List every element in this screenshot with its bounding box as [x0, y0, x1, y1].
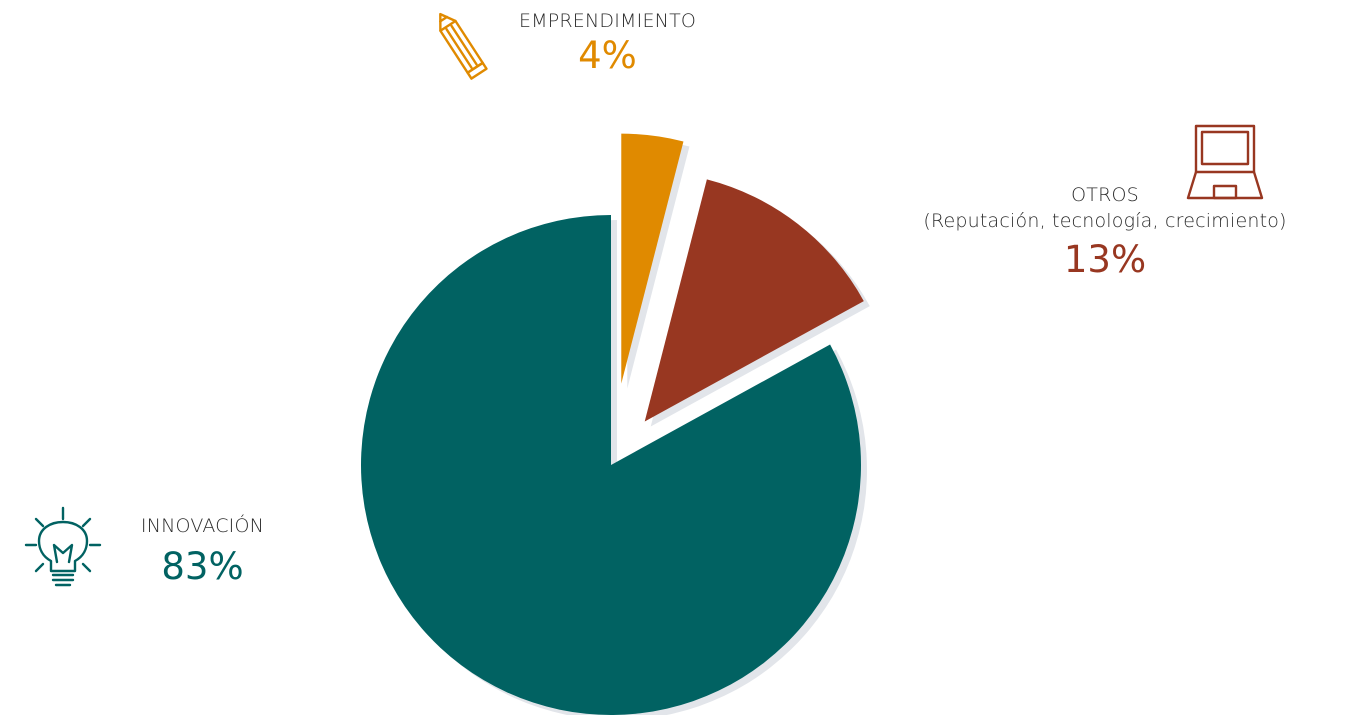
label-otros: OTROS (Reputación, tecnología, crecimien…: [870, 182, 1340, 282]
slice-value-emprendimiento: 4%: [578, 34, 637, 77]
slice-value-otros: 13%: [1063, 238, 1147, 281]
label-emprendimiento: EMPRENDIMIENTO 4%: [480, 8, 735, 78]
slice-label-innovacion: INNOVACIÓN: [140, 515, 265, 537]
label-innovacion: INNOVACIÓN 83%: [110, 513, 295, 589]
slice-label-emprendimiento: EMPRENDIMIENTO: [518, 10, 697, 32]
pencil-icon: [439, 12, 488, 80]
slice-value-innovacion: 83%: [161, 545, 244, 588]
pie-slice-innovacion: [361, 215, 861, 715]
pie-slice-otros: [644, 179, 864, 422]
slice-label-otros: OTROS: [1071, 184, 1139, 206]
pie-slice-emprendimiento: [621, 133, 684, 384]
slice-sublabel-otros: (Reputación, tecnología, crecimiento): [923, 210, 1287, 232]
laptop-icon: [1186, 124, 1264, 200]
lightbulb-icon: [24, 506, 102, 587]
